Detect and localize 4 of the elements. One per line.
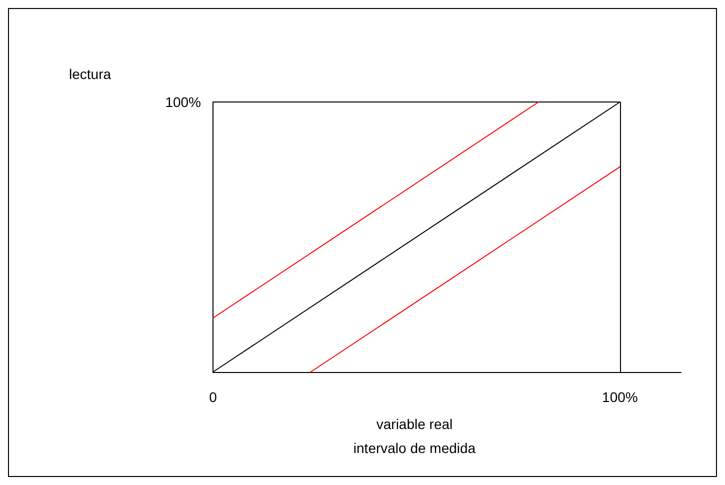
text: lectura [69,66,112,82]
x-tick-label: 0 [209,389,218,405]
x-axis-title: variable real intervalo de medida [353,416,476,456]
text: 100% [165,94,201,110]
